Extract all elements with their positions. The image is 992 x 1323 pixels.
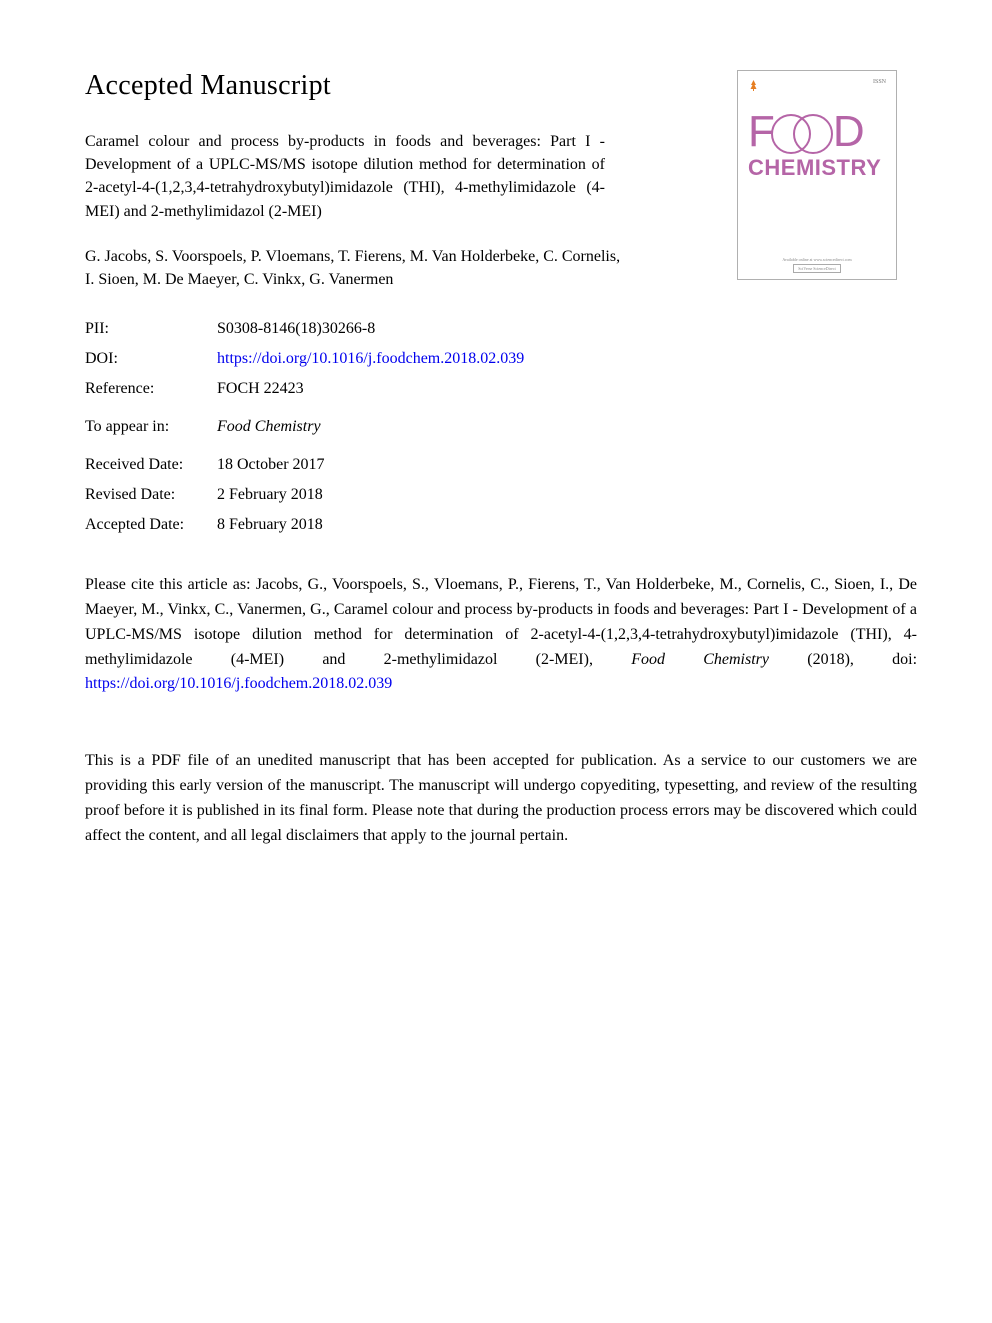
cover-header: ISSN bbox=[748, 79, 886, 97]
metadata-block-2: To appear in: Food Chemistry bbox=[85, 415, 917, 439]
citation-doi-link[interactable]: https://doi.org/10.1016/j.foodchem.2018.… bbox=[85, 675, 392, 692]
received-value: 18 October 2017 bbox=[217, 453, 917, 477]
citation-year-doi: (2018), doi: bbox=[769, 651, 917, 668]
citation-journal: Food Chemistry bbox=[631, 651, 769, 668]
cover-letter-d: D bbox=[833, 107, 863, 157]
revised-value: 2 February 2018 bbox=[217, 483, 917, 507]
reference-label: Reference: bbox=[85, 377, 217, 401]
cover-footer-sciencedirect: SciVerse ScienceDirect bbox=[793, 264, 840, 273]
cover-oo-circles bbox=[771, 110, 835, 154]
cover-issn-text: ISSN bbox=[873, 79, 886, 85]
cover-logo: F D CHEMISTRY bbox=[748, 103, 886, 257]
cover-footer-line1: Available online at www.sciencedirect.co… bbox=[748, 257, 886, 262]
manuscript-title: Caramel colour and process by-products i… bbox=[85, 130, 605, 223]
metadata-block-1: PII: S0308-8146(18)30266-8 DOI: https://… bbox=[85, 317, 917, 401]
accepted-value: 8 February 2018 bbox=[217, 513, 917, 537]
appear-label: To appear in: bbox=[85, 415, 217, 439]
appear-value: Food Chemistry bbox=[217, 415, 917, 439]
accepted-label: Accepted Date: bbox=[85, 513, 217, 537]
cover-letter-f: F bbox=[748, 107, 773, 157]
received-label: Received Date: bbox=[85, 453, 217, 477]
reference-value: FOCH 22423 bbox=[217, 377, 917, 401]
journal-cover-thumbnail: ISSN F D CHEMISTRY Available online at w… bbox=[737, 70, 897, 280]
citation-block: Please cite this article as: Jacobs, G.,… bbox=[85, 573, 917, 697]
authors-list: G. Jacobs, S. Voorspoels, P. Vloemans, T… bbox=[85, 245, 625, 291]
pii-label: PII: bbox=[85, 317, 217, 341]
metadata-block-3: Received Date: 18 October 2017 Revised D… bbox=[85, 453, 917, 537]
doi-label: DOI: bbox=[85, 347, 217, 371]
cover-chemistry-text: CHEMISTRY bbox=[748, 155, 881, 181]
doi-link[interactable]: https://doi.org/10.1016/j.foodchem.2018.… bbox=[217, 350, 524, 367]
page-heading: Accepted Manuscript bbox=[85, 70, 331, 102]
pii-value: S0308-8146(18)30266-8 bbox=[217, 317, 917, 341]
revised-label: Revised Date: bbox=[85, 483, 217, 507]
disclaimer-text: This is a PDF file of an unedited manusc… bbox=[85, 749, 917, 848]
elsevier-tree-icon bbox=[748, 79, 759, 92]
cover-food-wordmark: F D bbox=[748, 103, 863, 161]
cover-footer: Available online at www.sciencedirect.co… bbox=[748, 257, 886, 273]
